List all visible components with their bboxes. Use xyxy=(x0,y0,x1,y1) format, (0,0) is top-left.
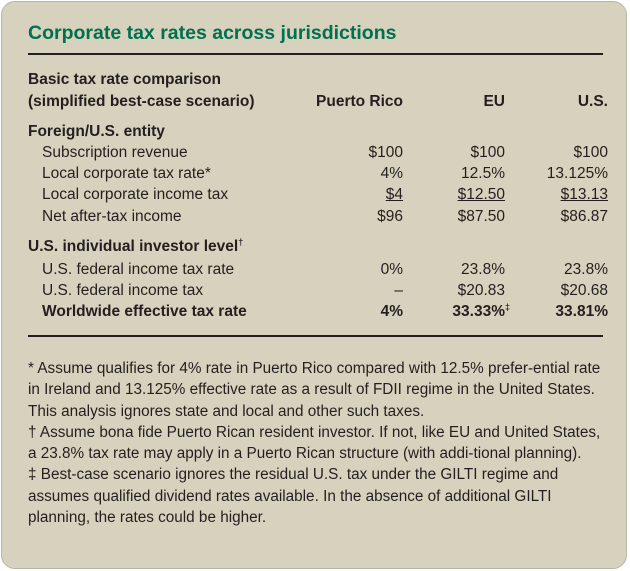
col-eu: EU xyxy=(483,93,505,110)
cell: 23.8% xyxy=(564,261,608,278)
table-row: Subscription revenue $100 $100 $100 xyxy=(28,142,608,163)
cell: $20.83 xyxy=(457,282,505,299)
row-label: Local corporate income tax xyxy=(42,186,229,203)
row-label: Net after-tax income xyxy=(42,208,182,225)
section-heading-text: Foreign/U.S. entity xyxy=(28,123,165,140)
footnote: * Assume qualifies for 4% rate in Puerto… xyxy=(28,360,601,420)
cell: 33.33%‡ xyxy=(452,301,510,322)
cell-value: 33.33% xyxy=(452,303,505,320)
row-label: U.S. federal income tax xyxy=(42,282,204,299)
cell: 13.125% xyxy=(546,165,608,182)
cell: 4% xyxy=(380,165,403,182)
section-heading-text: U.S. individual investor level† xyxy=(28,236,243,257)
section-heading: Foreign/U.S. entity xyxy=(28,121,608,142)
cell: $86.87 xyxy=(560,208,608,225)
cell: $20.68 xyxy=(560,282,608,299)
cell: $100 xyxy=(368,144,403,161)
cell: $96 xyxy=(377,208,403,225)
cell: 33.81% xyxy=(555,303,608,320)
cell: 4% xyxy=(380,303,403,320)
table-row-total: Worldwide effective tax rate 4% 33.33%‡ 33.… xyxy=(28,301,608,322)
header-label-2: (simplified best-case scenario) xyxy=(28,93,255,110)
footnote-mark: † xyxy=(238,237,244,247)
table-row: U.S. federal income tax rate 0% 23.8% 23.8% xyxy=(28,259,608,280)
cell: $100 xyxy=(470,144,505,161)
col-puerto-rico: Puerto Rico xyxy=(316,93,403,110)
table-row: Local corporate tax rate* 4% 12.5% 13.125% xyxy=(28,163,608,184)
notes-rule xyxy=(28,335,603,337)
row-label: Worldwide effective tax rate xyxy=(42,303,247,320)
cell: $13.13 xyxy=(560,186,608,203)
cell: 12.5% xyxy=(461,165,505,182)
header-row-1: Basic tax rate comparison xyxy=(28,69,608,90)
footnote-mark: ‡ xyxy=(504,302,510,312)
row-label: Local corporate tax rate* xyxy=(42,165,211,182)
table-row: Local corporate income tax $4 $12.50 $13.13 xyxy=(28,184,608,205)
header-row-2: (simplified best-case scenario) Puerto R… xyxy=(28,91,608,112)
table-row: U.S. federal income tax – $20.83 $20.68 xyxy=(28,280,608,301)
header-label-1: Basic tax rate comparison xyxy=(28,71,221,88)
cell: $87.50 xyxy=(457,208,505,225)
panel-title: Corporate tax rates across jurisdictions xyxy=(28,22,397,44)
cell: $4 xyxy=(385,186,403,203)
col-us: U.S. xyxy=(577,93,608,110)
cell: 23.8% xyxy=(461,261,505,278)
footnote: ‡ Best-case scenario ignores the residua… xyxy=(28,466,559,527)
table-row: Net after-tax income $96 $87.50 $86.87 xyxy=(28,206,608,227)
title-rule xyxy=(28,53,603,55)
cell: $12.50 xyxy=(457,186,505,203)
footnote: † Assume bona fide Puerto Rican resident… xyxy=(28,423,601,463)
heading-text: U.S. individual investor level xyxy=(28,238,239,255)
cell: 0% xyxy=(380,261,403,278)
section-heading: U.S. individual investor level† xyxy=(28,236,608,257)
footnotes: * Assume qualifies for 4% rate in Puerto… xyxy=(28,358,608,528)
row-label: Subscription revenue xyxy=(42,144,188,161)
cell: – xyxy=(394,282,403,299)
cell: $100 xyxy=(573,144,608,161)
row-label: U.S. federal income tax rate xyxy=(42,261,235,278)
